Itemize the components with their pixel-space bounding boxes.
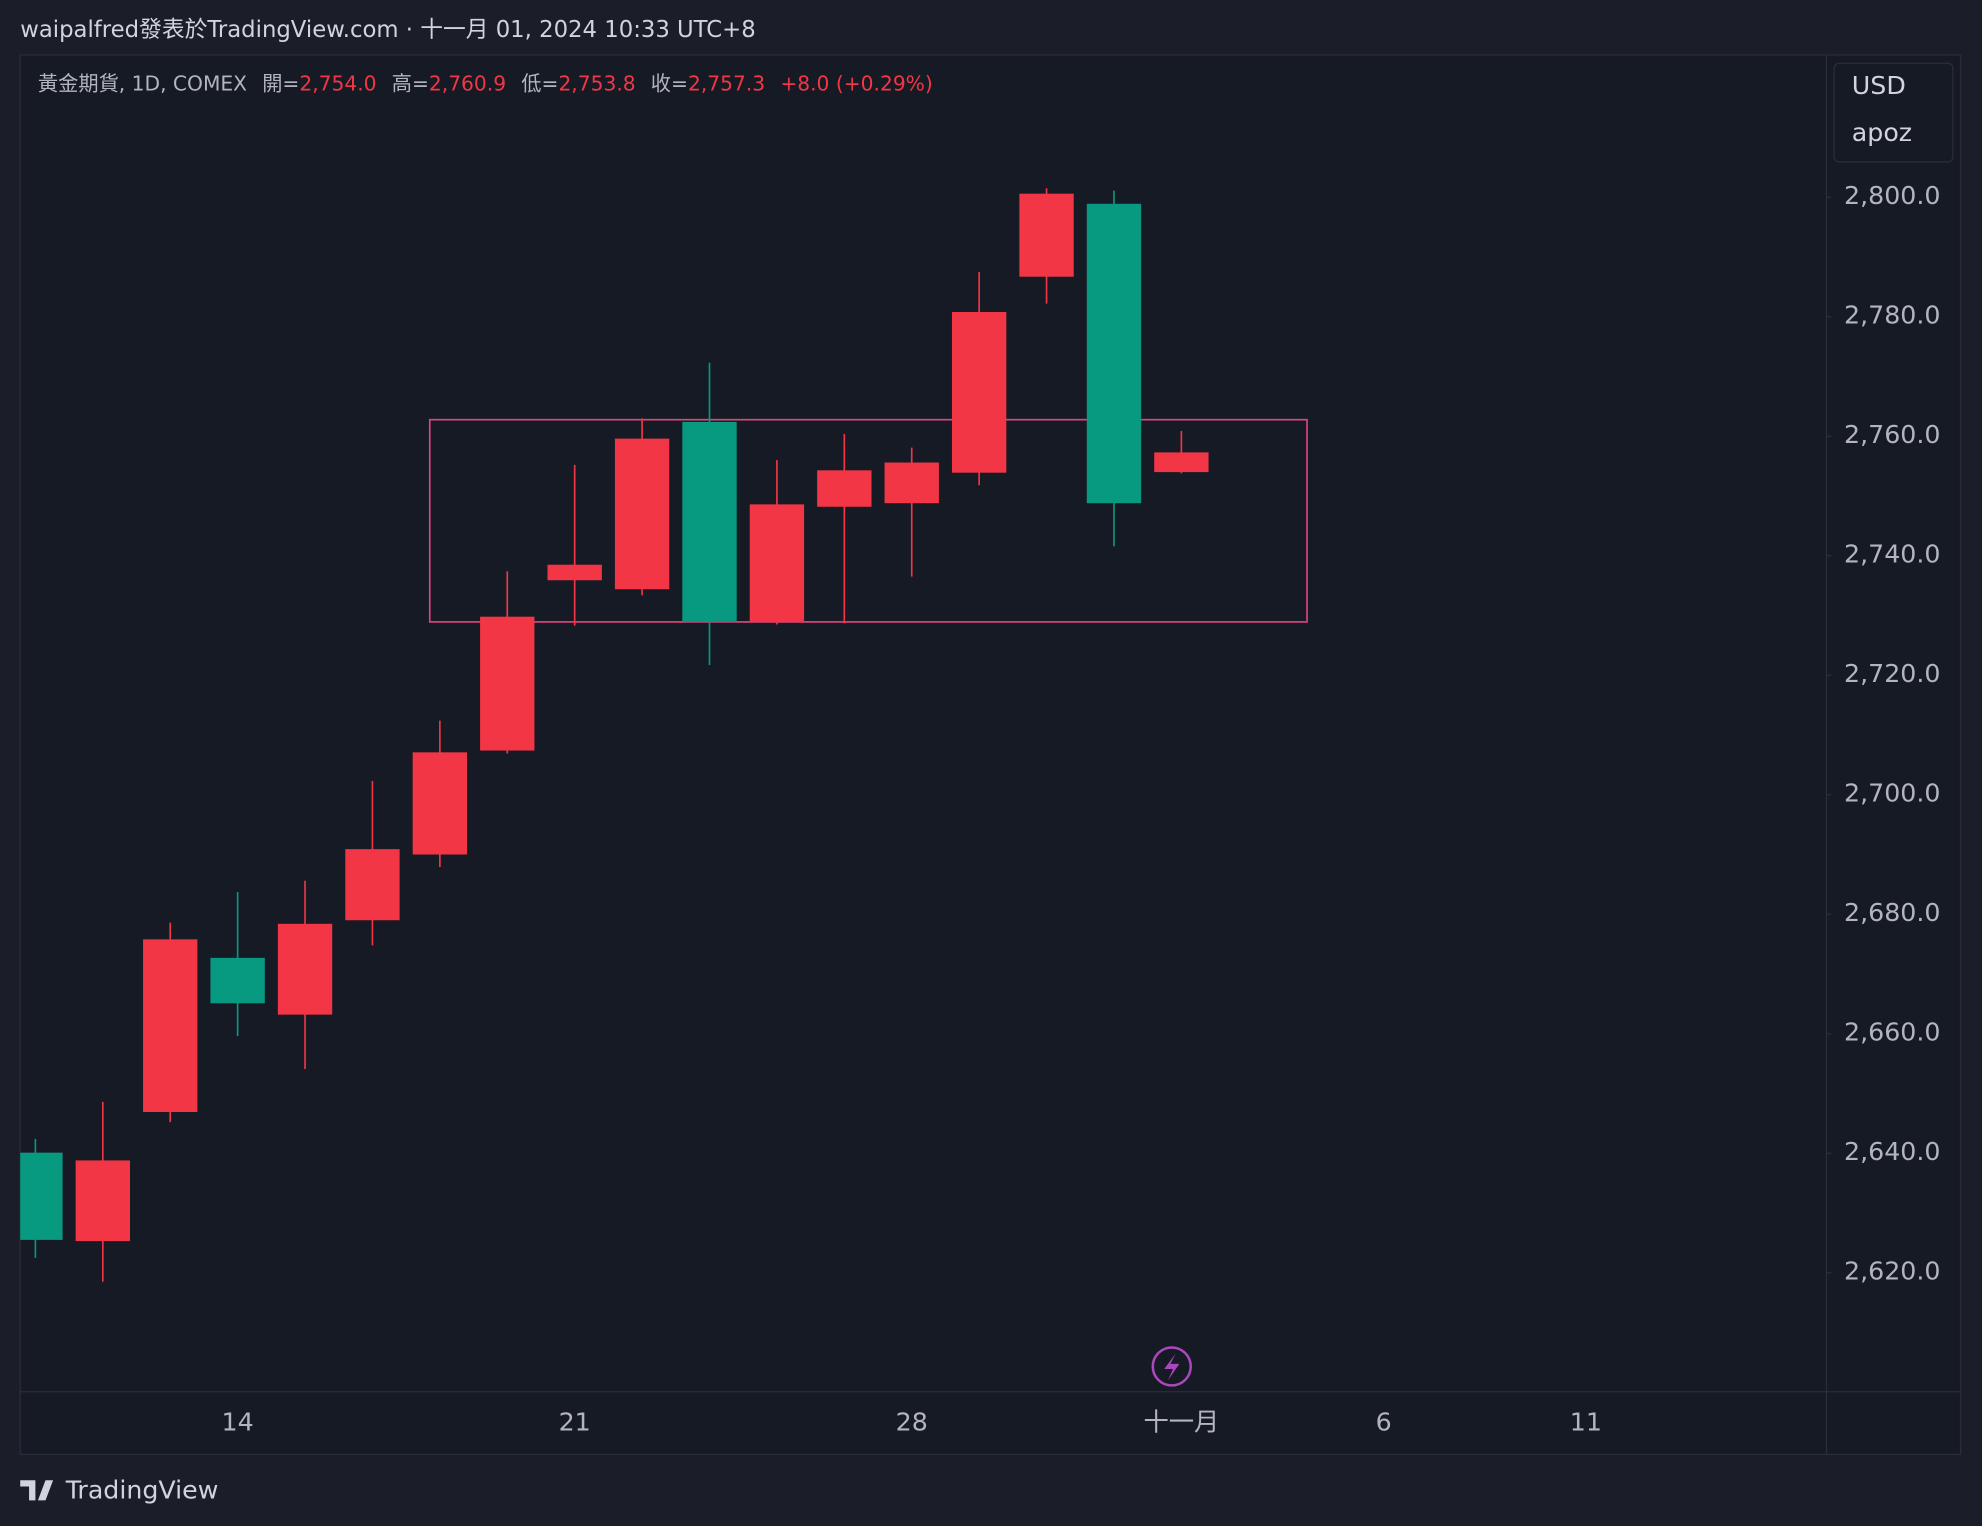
legend-label: 開= — [262, 71, 299, 95]
candle-body — [277, 923, 333, 1015]
candle-body — [480, 616, 535, 751]
x-tick-label: 28 — [896, 1407, 928, 1436]
x-tick-label: 14 — [222, 1407, 254, 1436]
legend-label: 高= — [392, 71, 429, 95]
candle-body — [143, 939, 198, 1113]
currency-box — [1833, 62, 1954, 163]
header-title: waipalfred發表於TradingView.com · 十一月 01, 2… — [20, 17, 755, 43]
chart-frame — [19, 54, 1962, 1455]
plot — [20, 188, 1209, 1282]
x-tick-label: 十一月 — [1143, 1407, 1219, 1436]
legend-label: 收= — [651, 71, 688, 95]
candle-body — [951, 311, 1007, 473]
footer-brand: TradingView — [65, 1476, 219, 1505]
y-tick-label: 2,760.0 — [1844, 420, 1940, 449]
legend: 黃金期貨, 1D, COMEX 開=2,754.0 高=2,760.9 低=2,753… — [38, 71, 933, 95]
y-tick-label: 2,780.0 — [1844, 301, 1940, 330]
legend-symbol: 黃金期貨, 1D, COMEX — [38, 71, 247, 95]
x-tick-label: 21 — [559, 1407, 591, 1436]
candle-body — [1154, 452, 1209, 473]
legend-line: 黃金期貨, 1D, COMEX 開=2,754.0 高=2,760.9 低=2,753… — [38, 71, 933, 95]
candle-body — [20, 1152, 63, 1240]
candle-body — [412, 752, 468, 855]
y-tick-label: 2,700.0 — [1844, 779, 1940, 808]
legend-value: 2,753.8 — [558, 71, 635, 95]
currency: USD — [1852, 71, 1906, 100]
legend-change: +8.0 (+0.29%) — [780, 71, 932, 95]
y-tick-label: 2,640.0 — [1844, 1137, 1940, 1166]
candle-body — [210, 957, 265, 1004]
legend-label: 低= — [521, 71, 558, 95]
candle-body — [682, 421, 737, 623]
candle-body — [817, 470, 872, 507]
x-tick-label: 11 — [1570, 1407, 1602, 1436]
unit: apoz — [1852, 118, 1912, 147]
y-tick-label: 2,800.0 — [1844, 181, 1940, 210]
footer-logo — [20, 1480, 54, 1501]
y-tick-label: 2,620.0 — [1844, 1257, 1940, 1286]
candle-body — [75, 1160, 130, 1242]
candle-body — [614, 438, 670, 590]
logo-mark — [20, 1480, 54, 1501]
event-bolt — [1164, 1353, 1180, 1381]
candle-body — [547, 564, 602, 581]
y-tick-label: 2,680.0 — [1844, 898, 1940, 927]
candle-body — [1019, 193, 1074, 277]
candle-body — [884, 462, 939, 504]
y-tick-label: 2,740.0 — [1844, 540, 1940, 569]
y-tick-label: 2,660.0 — [1844, 1018, 1940, 1047]
y-tick-label: 2,720.0 — [1844, 659, 1940, 688]
event-icon — [1151, 1346, 1192, 1387]
candle-body — [1086, 203, 1142, 504]
range-box — [428, 418, 1308, 623]
legend-value: 2,754.0 — [299, 71, 376, 95]
legend-value: 2,757.3 — [688, 71, 765, 95]
candle-body — [345, 849, 400, 921]
candle-body — [749, 504, 805, 623]
x-tick-label: 6 — [1376, 1407, 1392, 1436]
legend-value: 2,760.9 — [429, 71, 506, 95]
